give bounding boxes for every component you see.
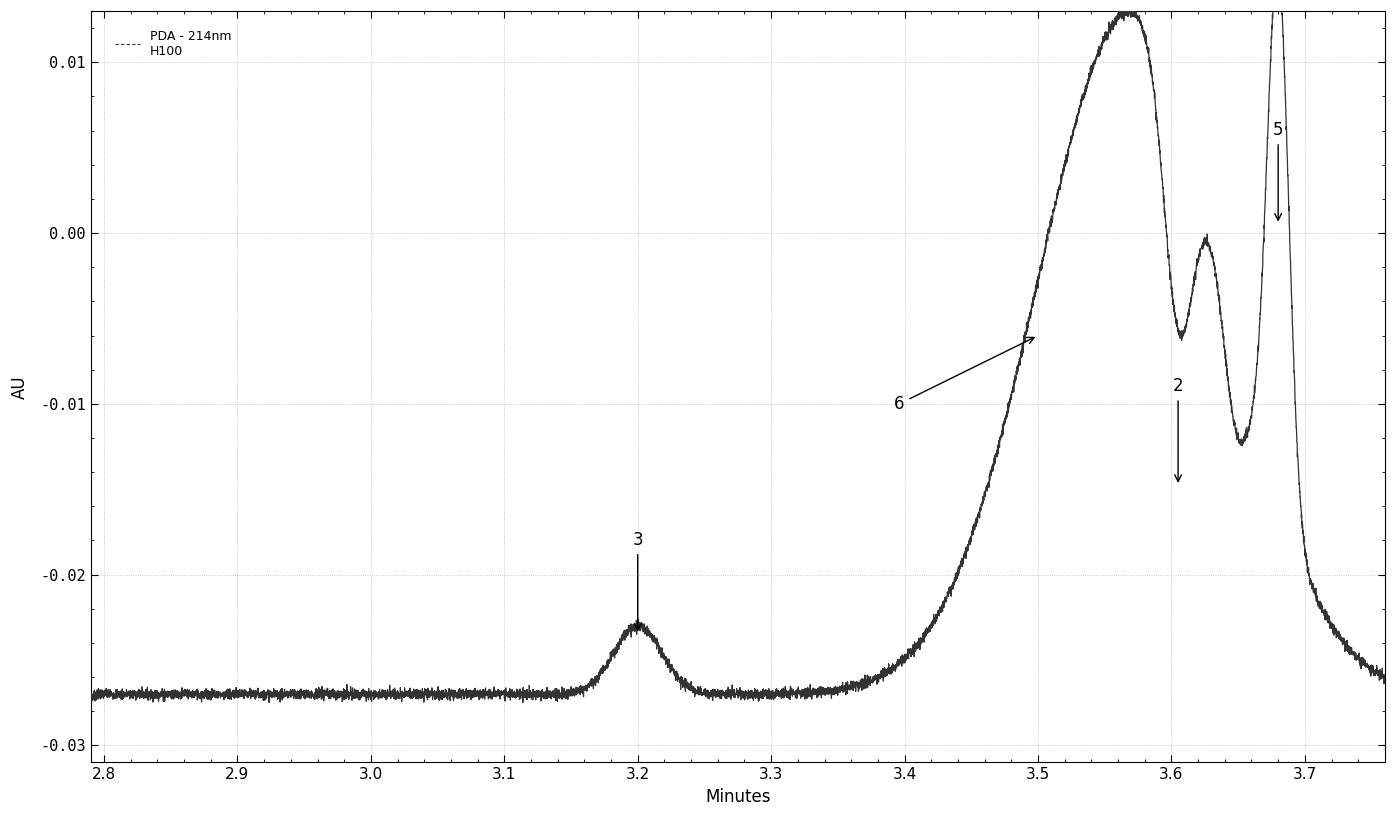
Text: 2: 2 [1173,377,1184,481]
Text: 5: 5 [1273,121,1283,221]
Legend: PDA - 214nm
H100: PDA - 214nm H100 [110,25,236,63]
Text: 6: 6 [893,337,1034,413]
Text: 3: 3 [632,531,644,630]
Y-axis label: AU: AU [11,375,29,399]
X-axis label: Minutes: Minutes [705,788,771,806]
